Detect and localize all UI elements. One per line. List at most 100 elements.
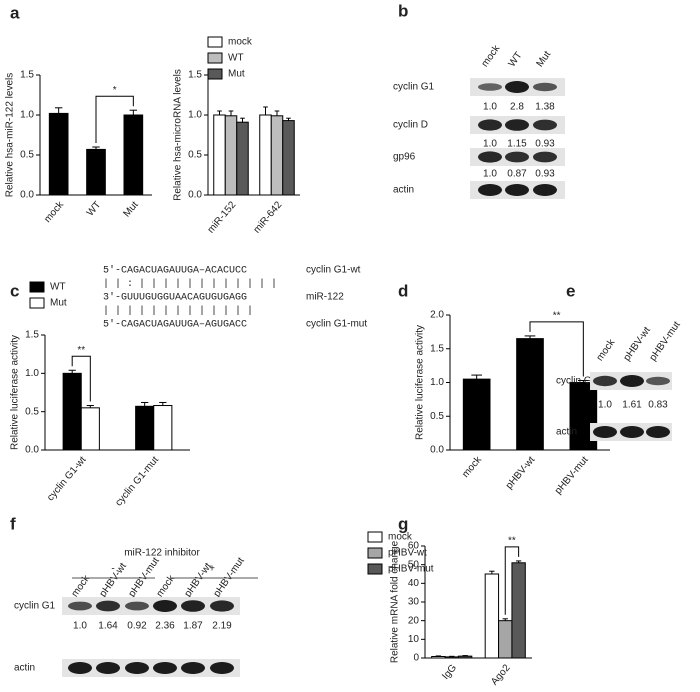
panel-label: c [10,281,19,300]
quantification: 2.8 [510,102,524,113]
x-tick-label: miR-642 [252,199,285,235]
blot-band [125,601,149,611]
x-tick-label: mock [42,199,66,225]
error-bar [489,570,495,574]
quantification: 1.0 [483,102,497,113]
panel-label: f [10,514,16,533]
x-tick-label: Mut [122,199,141,219]
bar [236,121,249,196]
bar [48,112,69,196]
x-tick-label: IgG [440,662,459,682]
significance-label: ** [508,536,516,547]
y-tick-label: 0.5 [20,150,34,161]
error-bar [462,655,468,657]
bar [270,115,284,196]
x-tick-label: mock [460,454,484,480]
quantification: 1.87 [183,621,203,632]
panel-label: g [398,514,408,533]
legend-label: WT [228,53,244,64]
quantification: 1.0 [598,400,612,411]
y-tick-label: 0.0 [430,445,444,456]
bar [462,378,491,451]
y-tick-label: 0.5 [430,411,444,422]
quantification: 0.93 [535,139,555,150]
blot-band [181,600,205,612]
error-bar [263,106,268,115]
blot-band [68,662,92,674]
error-bar [274,110,280,116]
quantification: 0.87 [507,169,527,180]
y-tick-label: 1.5 [430,343,444,354]
blot-band [210,662,234,674]
y-tick-label: 1.0 [20,110,34,121]
error-bar [449,655,455,657]
y-axis-label: Relative mRNA fold change [390,540,401,663]
lane-label: pHBV-mut [648,319,683,363]
error-bar [471,374,482,380]
y-tick-label: 50 [408,559,420,570]
lane-label: mock [480,43,503,70]
significance-bracket [504,546,520,615]
lane-label: Mut [535,49,554,69]
blot-band [153,600,177,612]
blot-band [96,662,120,674]
quantification: 0.83 [648,400,668,411]
sequence-line: | | : | | | | | | | | | | | | [103,278,277,290]
bar [86,148,106,196]
panel-label: d [398,281,408,300]
sequence-line: 5'-CAGACUAGAUUGA–AGUGACC [103,319,247,331]
group-label: + [209,564,215,575]
treatment-label: miR-122 inhibitor [124,548,200,559]
y-tick-label: 10 [408,634,420,645]
y-axis-label: Relative luciferase activity [415,325,426,440]
lane-label: mock [155,573,178,600]
legend-label: pHBV-mut [388,564,434,575]
blot-band [646,426,670,438]
x-tick-label: cyclin G1-wt [45,454,89,503]
blot-band [505,184,529,196]
y-tick-label: 1.0 [188,110,202,121]
quantification: 1.0 [483,139,497,150]
blot-band [533,151,557,163]
y-tick-label: 1.5 [20,70,34,81]
bar [431,656,446,659]
blot-band [646,376,670,386]
y-tick-label: 1.0 [430,377,444,388]
x-tick-label: pHBV-wt [504,454,538,491]
bar [259,114,272,196]
sequence-line: | | | | | | | | | | | | | [103,305,253,317]
x-tick-label: Ago2 [489,662,513,687]
legend-swatch [367,531,383,543]
y-tick-label: 1.5 [188,70,202,81]
blot-band [478,83,502,91]
sequence-name: cyclin G1-wt [306,265,361,276]
legend-swatch [207,52,223,64]
quantification: 2.19 [212,621,232,632]
panel-label: a [10,3,20,22]
error-bar [502,618,508,621]
significance-bracket [95,95,134,143]
error-bar [86,405,94,408]
y-tick-label: 60 [408,541,420,552]
bar [484,573,500,659]
blot-band [593,375,617,387]
y-axis-label: Relative luciferase activity [10,335,21,450]
quantification: 1.0 [483,169,497,180]
row-label: cyclin G1 [556,376,598,387]
bar [123,114,144,196]
lane-label: mock [595,337,618,364]
row-label: actin [14,663,35,674]
blot-band [620,426,644,438]
quantification: 0.93 [535,169,555,180]
significance-bracket [529,321,584,377]
legend-label: Mut [228,69,245,80]
bar [224,115,238,196]
y-axis-label: Relative hsa-miR-122 levels [5,73,16,198]
row-label: actin [393,185,414,196]
error-bar [54,107,63,114]
error-bar [240,117,245,123]
quantification: 1.61 [622,400,642,411]
blot-band [68,601,92,611]
lane-label: WT [507,50,525,69]
sequence-name: cyclin G1-mut [306,319,367,330]
